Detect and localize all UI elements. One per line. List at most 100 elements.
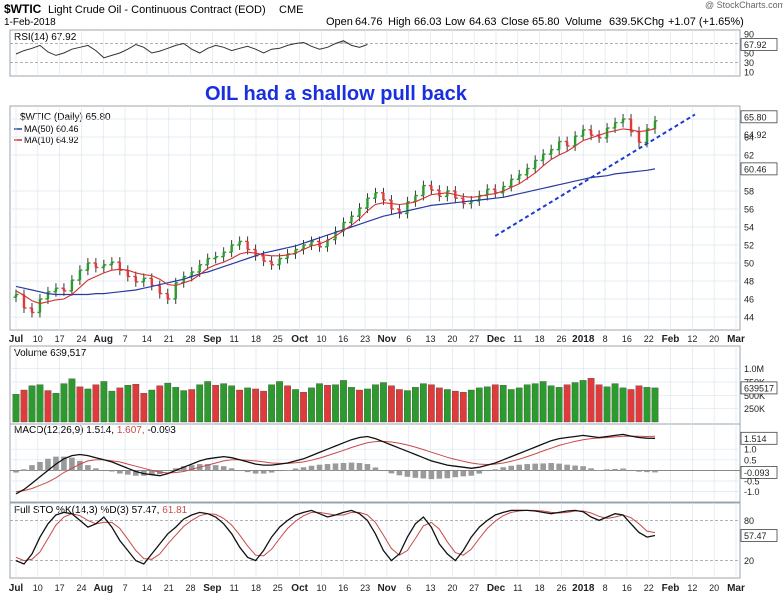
- volume-bar: [316, 383, 323, 423]
- macd-histogram-bar: [268, 470, 275, 473]
- volume-bar: [68, 378, 76, 423]
- macd-histogram-bar: [468, 470, 475, 476]
- candle-body: [414, 195, 417, 202]
- volume-bar: [491, 384, 499, 423]
- rsi-legend: RSI(14) 67.92: [14, 32, 77, 43]
- rsi-last-value: 67.92: [744, 40, 767, 50]
- xaxis-price-tick-1: 10: [33, 334, 43, 344]
- volume-bar: [372, 384, 379, 423]
- macd-histogram-bar: [404, 470, 411, 477]
- macd-histogram-bar: [77, 460, 83, 471]
- volume-bar: [84, 388, 92, 423]
- xaxis-price-tick-24: 18: [535, 334, 545, 344]
- macd-histogram-bar: [172, 468, 179, 471]
- xaxis-price-tick-32: 20: [709, 334, 719, 344]
- xaxis-bottom-tick-9: Sep: [203, 583, 221, 594]
- xaxis-bottom-tick-25: 26: [556, 583, 566, 593]
- candle-body: [557, 141, 561, 150]
- macd-histogram-bar: [604, 469, 610, 471]
- x-axis-price: Jul 10 17 24 Aug 7 14 21 28 Sep 11 18 25 Oct 10 16 23 Nov…: [9, 334, 745, 345]
- sto-legend-name: Full STO %K(14,3) %D(3): [14, 505, 129, 516]
- xaxis-bottom-tick-8: 28: [186, 583, 196, 593]
- candle-body: [46, 291, 50, 299]
- macd-last-value-box: [740, 431, 778, 445]
- volume-bar: [579, 380, 587, 423]
- volume-legend: Volume 639,517: [14, 348, 87, 359]
- volume-bar: [100, 381, 108, 423]
- macd-histogram-bar: [644, 470, 650, 473]
- candle-body: [406, 201, 409, 214]
- xaxis-bottom-tick-12: 25: [273, 583, 283, 593]
- macd-histogram-bar: [428, 470, 435, 480]
- ma10-legend: MA(10) 64.92: [24, 135, 79, 145]
- candle-body: [565, 141, 569, 146]
- macd-histogram-bar: [324, 464, 331, 471]
- volume-bar: [499, 385, 507, 423]
- open-label: Open: [326, 16, 353, 28]
- volume-bar: [380, 382, 387, 423]
- xaxis-bottom-tick-26: 2018: [572, 583, 595, 594]
- macd-histogram-bar: [500, 467, 507, 471]
- xaxis-price-tick-22: Dec: [487, 334, 506, 345]
- volume-bar: [44, 390, 52, 423]
- macd-histogram-bar: [284, 470, 291, 471]
- x-axis-bottom: Jul 10 17 24 Aug 7 14 21 28 Sep 11 18 25 Oct 10 16 23 Nov…: [9, 583, 745, 594]
- xaxis-bottom-tick-32: 20: [709, 583, 719, 593]
- macd-histogram-bar: [620, 468, 626, 471]
- macd-histogram-bar: [412, 470, 419, 478]
- macd-ytick-m05: -0.5: [744, 477, 760, 487]
- macd-histogram-bar: [101, 470, 107, 472]
- volume-bar: [364, 388, 371, 423]
- candle-body: [541, 154, 545, 161]
- macd-histogram-bar: [109, 470, 115, 472]
- xaxis-price-tick-31: 12: [687, 334, 697, 344]
- candle-body: [38, 299, 42, 313]
- xaxis-price-tick-18: 6: [406, 334, 411, 344]
- xaxis-bottom-tick-2: 17: [55, 583, 65, 593]
- candle-body: [246, 241, 249, 250]
- close-value: 65.80: [532, 16, 560, 28]
- xaxis-bottom-tick-5: 7: [123, 583, 128, 593]
- macd-legend-name: MACD(12,26,9): [14, 425, 83, 436]
- price-last-close-box: [740, 110, 778, 124]
- candle-body: [589, 129, 593, 136]
- annotation-text: OIL had a shallow pull back: [205, 83, 468, 105]
- candle-body: [549, 149, 553, 155]
- macd-histogram-bar: [508, 465, 515, 471]
- xaxis-price-tick-16: 23: [360, 334, 370, 344]
- candle-body: [398, 209, 401, 214]
- macd-legend-hist: -0.093: [147, 425, 176, 436]
- xaxis-price-tick-14: 10: [316, 334, 326, 344]
- macd-histogram-bar: [460, 470, 467, 477]
- candle-body: [86, 263, 90, 271]
- trendline: [494, 113, 696, 237]
- candle-body: [486, 189, 489, 196]
- candle-body: [158, 285, 161, 294]
- candle-body: [382, 192, 385, 200]
- volume-bar: [428, 384, 435, 423]
- candle-body: [54, 288, 58, 292]
- macd-histogram-bar: [45, 458, 51, 471]
- volume-bar: [348, 387, 355, 423]
- rsi-ytick-2: 50: [744, 49, 754, 59]
- volume-bar: [292, 389, 299, 423]
- ma10-line: [15, 128, 656, 305]
- candle-body: [358, 208, 361, 217]
- candle-body: [22, 294, 26, 308]
- xaxis-bottom-tick-17: Nov: [377, 583, 396, 594]
- volume-bar: [459, 391, 467, 423]
- instrument-name: Light Crude Oil - Continuous Contract (E…: [48, 4, 266, 16]
- volume-bar: [220, 383, 228, 423]
- sto-last-value: 57.47: [744, 531, 767, 541]
- macd-histogram-bar: [516, 464, 523, 471]
- macd-panel: MACD(12,26,9) 1.514, 1.607, -0.093 1.514…: [10, 424, 778, 502]
- xaxis-bottom-tick-24: 18: [535, 583, 545, 593]
- candle-body: [262, 255, 265, 262]
- macd-histogram-bar: [300, 467, 307, 471]
- low-value: 64.63: [469, 16, 497, 28]
- rsi-ytick-3: 30: [744, 58, 754, 68]
- xaxis-bottom-tick-30: Feb: [662, 583, 680, 594]
- volume-bar: [324, 385, 331, 423]
- price-ytick-5: 54: [744, 223, 754, 233]
